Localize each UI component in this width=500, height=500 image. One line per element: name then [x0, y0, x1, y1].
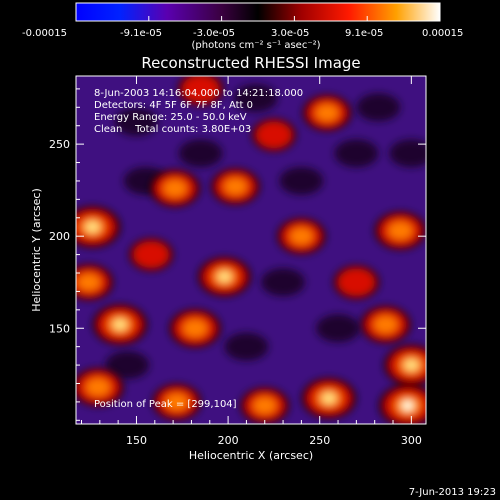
y-axis-label: Heliocentric Y (arcsec) — [30, 188, 43, 312]
bright-region-20 — [128, 237, 174, 272]
bright-region-8 — [169, 308, 222, 348]
dark-region-0 — [114, 108, 159, 137]
bright-region-1 — [76, 263, 114, 301]
x-tick-label-3: 300 — [401, 434, 422, 447]
dark-region-2 — [356, 93, 401, 122]
dark-region-7 — [224, 332, 269, 361]
bright-region-3 — [76, 367, 124, 407]
dark-region-6 — [316, 314, 361, 343]
footer-date: 7-Jun-2013 19:23 — [409, 487, 496, 498]
dark-region-4 — [261, 268, 306, 297]
dark-region-9 — [389, 139, 426, 168]
y-tick-label-2: 250 — [49, 138, 70, 151]
colorbar-unit-label: (photons cm⁻² s⁻¹ asec⁻²) — [191, 40, 320, 51]
bright-region-15 — [302, 94, 352, 132]
dark-region-11 — [178, 139, 223, 168]
y-tick-label-0: 150 — [49, 322, 70, 335]
colorbar-label-2: -3.0e-05 — [193, 28, 235, 39]
annotation-line-1: Detectors: 4F 5F 6F 7F 8F, Att 0 — [94, 100, 253, 111]
bright-region-7 — [210, 168, 260, 205]
bright-region-14 — [152, 383, 202, 421]
bright-region-4 — [378, 383, 426, 424]
bright-region-10 — [374, 211, 426, 251]
x-axis-label: Heliocentric X (arcsec) — [189, 449, 313, 462]
bright-region-5 — [149, 169, 201, 208]
bright-region-13 — [240, 387, 290, 424]
dark-region-8 — [105, 351, 150, 380]
bright-region-11 — [360, 305, 411, 344]
bright-region-17 — [251, 118, 297, 152]
bright-region-18 — [333, 264, 380, 300]
dark-region-3 — [334, 139, 379, 168]
colorbar-label-0: -0.00015 — [22, 28, 67, 39]
dark-region-10 — [279, 166, 324, 195]
bright-region-12 — [301, 377, 357, 419]
bright-region-2 — [92, 304, 148, 346]
annotation-block: 8-Jun-2003 14:16:04.000 to 14:21:18.000 … — [94, 88, 303, 135]
y-tick-label-1: 200 — [49, 230, 70, 243]
annotation-line-0: 8-Jun-2003 14:16:04.000 to 14:21:18.000 — [94, 88, 303, 99]
annotation-line-3: Clean Total counts: 3.80E+03 — [94, 124, 251, 135]
colorbar: -0.00015 -9.1e-05 -3.0e-05 3.0e-05 9.1e-… — [22, 2, 463, 51]
peak-position-label: Position of Peak = [299,104] — [94, 399, 237, 410]
colorbar-label-4: 9.1e-05 — [345, 28, 383, 39]
dark-region-1 — [233, 84, 278, 113]
x-tick-label-1: 200 — [218, 434, 239, 447]
heatmap-image — [76, 76, 426, 424]
y-axis: 150 200 250 — [49, 88, 426, 421]
bright-region-0 — [76, 205, 121, 249]
colorbar-label-3: 3.0e-05 — [271, 28, 309, 39]
x-tick-label-0: 150 — [126, 434, 147, 447]
colorbar-label-1: -9.1e-05 — [120, 28, 162, 39]
annotation-line-2: Energy Range: 25.0 - 50.0 keV — [94, 112, 247, 123]
bright-region-19 — [383, 344, 426, 386]
bright-region-9 — [276, 217, 326, 255]
colorbar-label-5: 0.00015 — [422, 28, 463, 39]
x-axis: 150 200 250 300 — [80, 76, 422, 447]
x-tick-label-2: 250 — [309, 434, 330, 447]
plot-frame — [75, 75, 427, 425]
bright-region-6 — [197, 256, 252, 297]
bright-region-16 — [177, 76, 224, 107]
chart-title: Reconstructed RHESSI Image — [141, 54, 360, 72]
